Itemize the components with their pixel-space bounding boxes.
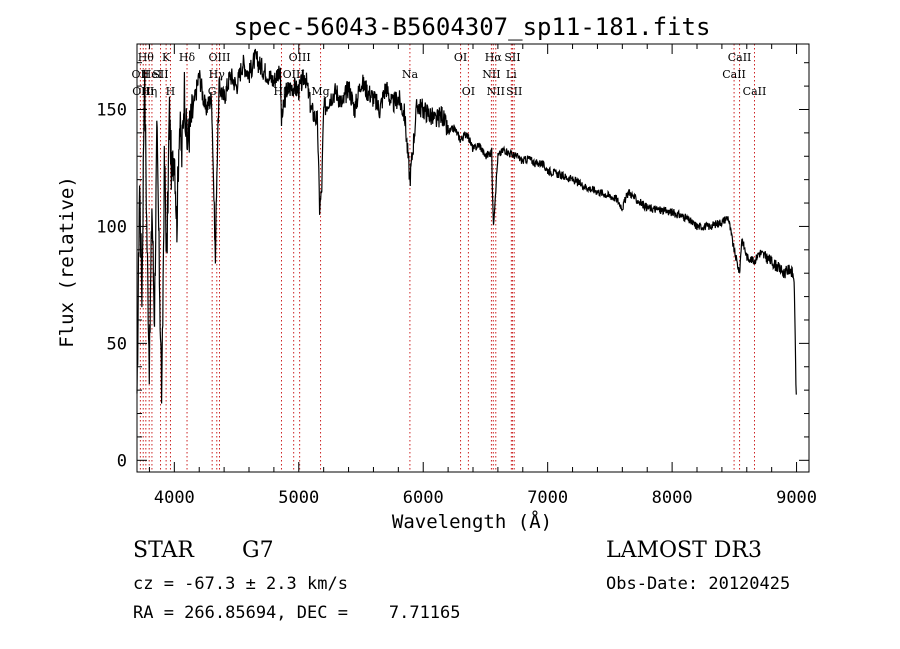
y-tick-label: 0 (117, 451, 127, 471)
x-tick-label: 7000 (527, 488, 568, 508)
y-axis-label: Flux (relative) (56, 176, 78, 348)
y-axis-ticks: 0 50 100 150 (96, 62, 809, 471)
y-tick-label: 50 (107, 334, 127, 354)
line-label: Hγ (209, 68, 226, 81)
line-label: Hα (485, 51, 503, 64)
chart-title: spec-56043-B5604307_sp11-181.fits (234, 13, 711, 41)
x-axis-label: Wavelength (Å) (392, 510, 552, 533)
line-label: NII (482, 68, 500, 81)
line-label: Li (506, 68, 517, 81)
line-label: SII (152, 68, 168, 81)
x-tick-label: 5000 (278, 488, 319, 508)
line-label: H (166, 85, 176, 98)
line-label: G (208, 85, 217, 98)
line-label: Hδ (179, 51, 196, 64)
plot-frame (136, 43, 810, 473)
line-label: Na (402, 68, 419, 81)
spectrum-line (136, 48, 797, 404)
line-label: Hη (141, 85, 157, 98)
line-label: K (162, 51, 171, 64)
line-label: OIII (132, 85, 154, 98)
x-tick-label: 4000 (154, 488, 195, 508)
x-tick-label: 8000 (652, 488, 693, 508)
x-axis-ticks: 4000 5000 6000 7000 8000 9000 (148, 44, 817, 508)
x-tick-label: 9000 (776, 488, 817, 508)
line-label: Mg (311, 85, 329, 98)
line-label: HeI (142, 68, 162, 81)
redshift-velocity: cz = -67.3 ± 2.3 km/s (133, 574, 348, 594)
x-tick-label: 6000 (403, 488, 444, 508)
observation-date: Obs-Date: 20120425 (606, 574, 791, 594)
line-label: OIII (283, 68, 305, 81)
line-label: OI (462, 85, 475, 98)
line-label: SII (504, 51, 520, 64)
line-label: OIII (208, 51, 230, 64)
object-subclass: G7 (242, 538, 274, 563)
coordinates: RA = 266.85694, DEC = 7.71165 (133, 603, 461, 623)
line-label: CaII (728, 51, 752, 64)
line-label: NII (487, 85, 505, 98)
y-tick-label: 100 (96, 217, 127, 237)
line-label: SII (506, 85, 522, 98)
line-label: OIII (289, 51, 311, 64)
y-tick-label: 150 (96, 100, 127, 120)
line-label: Hθ (138, 51, 155, 64)
line-label: CaII (722, 68, 746, 81)
object-class: STAR (133, 538, 194, 563)
line-label: OI (454, 51, 467, 64)
line-label: CaII (743, 85, 767, 98)
survey-name: LAMOST DR3 (606, 538, 762, 563)
spectral-line-markers (139, 44, 755, 472)
